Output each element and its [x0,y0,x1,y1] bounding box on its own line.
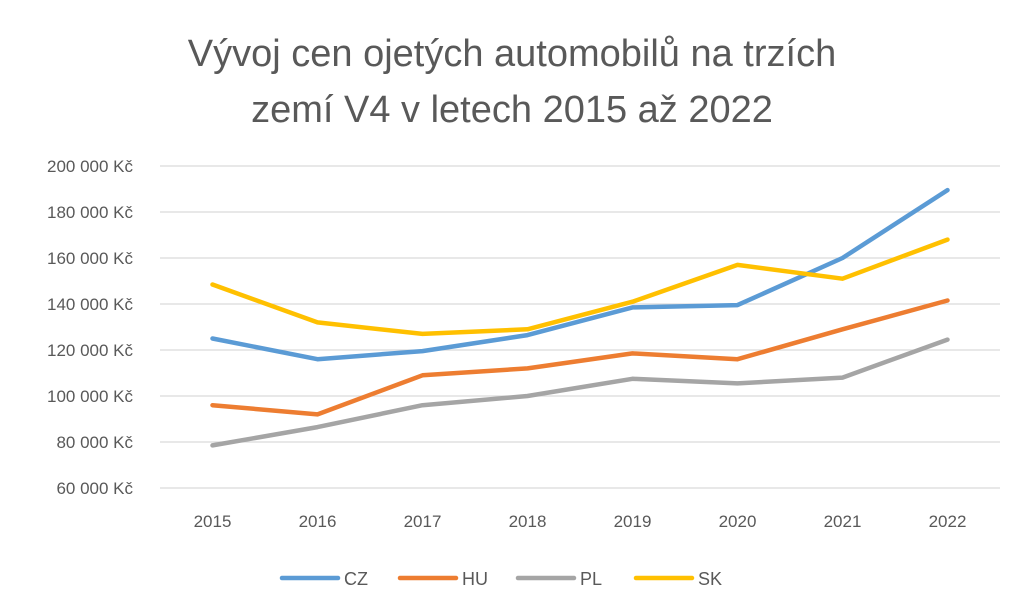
legend-label-cz: CZ [344,569,368,589]
legend-label-pl: PL [580,569,602,589]
x-tick-label: 2017 [404,512,442,531]
y-tick-label: 120 000 Kč [47,341,134,360]
series-line-sk [210,237,950,337]
x-tick-label: 2019 [614,512,652,531]
legend-label-sk: SK [698,569,722,589]
y-tick-label: 60 000 Kč [56,479,133,498]
y-tick-label: 80 000 Kč [56,433,133,452]
y-tick-label: 140 000 Kč [47,295,134,314]
x-tick-label: 2015 [194,512,232,531]
legend-label-hu: HU [462,569,488,589]
x-tick-label: 2016 [299,512,337,531]
chart-title-line-2: zemí V4 v letech 2015 až 2022 [251,89,773,131]
series-line-pl [210,337,950,448]
y-tick-label: 160 000 Kč [47,249,134,268]
x-tick-label: 2022 [929,512,967,531]
y-tick-label: 200 000 Kč [47,157,134,176]
series-line-hu [210,298,950,417]
x-tick-label: 2018 [509,512,547,531]
chart-title: Vývoj cen ojetých automobilů na trzích z… [0,26,1024,138]
y-tick-label: 100 000 Kč [47,387,134,406]
x-tick-label: 2020 [719,512,757,531]
y-tick-label: 180 000 Kč [47,203,134,222]
chart-title-line-1: Vývoj cen ojetých automobilů na trzích [187,33,837,75]
x-tick-label: 2021 [824,512,862,531]
series-line-cz [210,187,950,362]
